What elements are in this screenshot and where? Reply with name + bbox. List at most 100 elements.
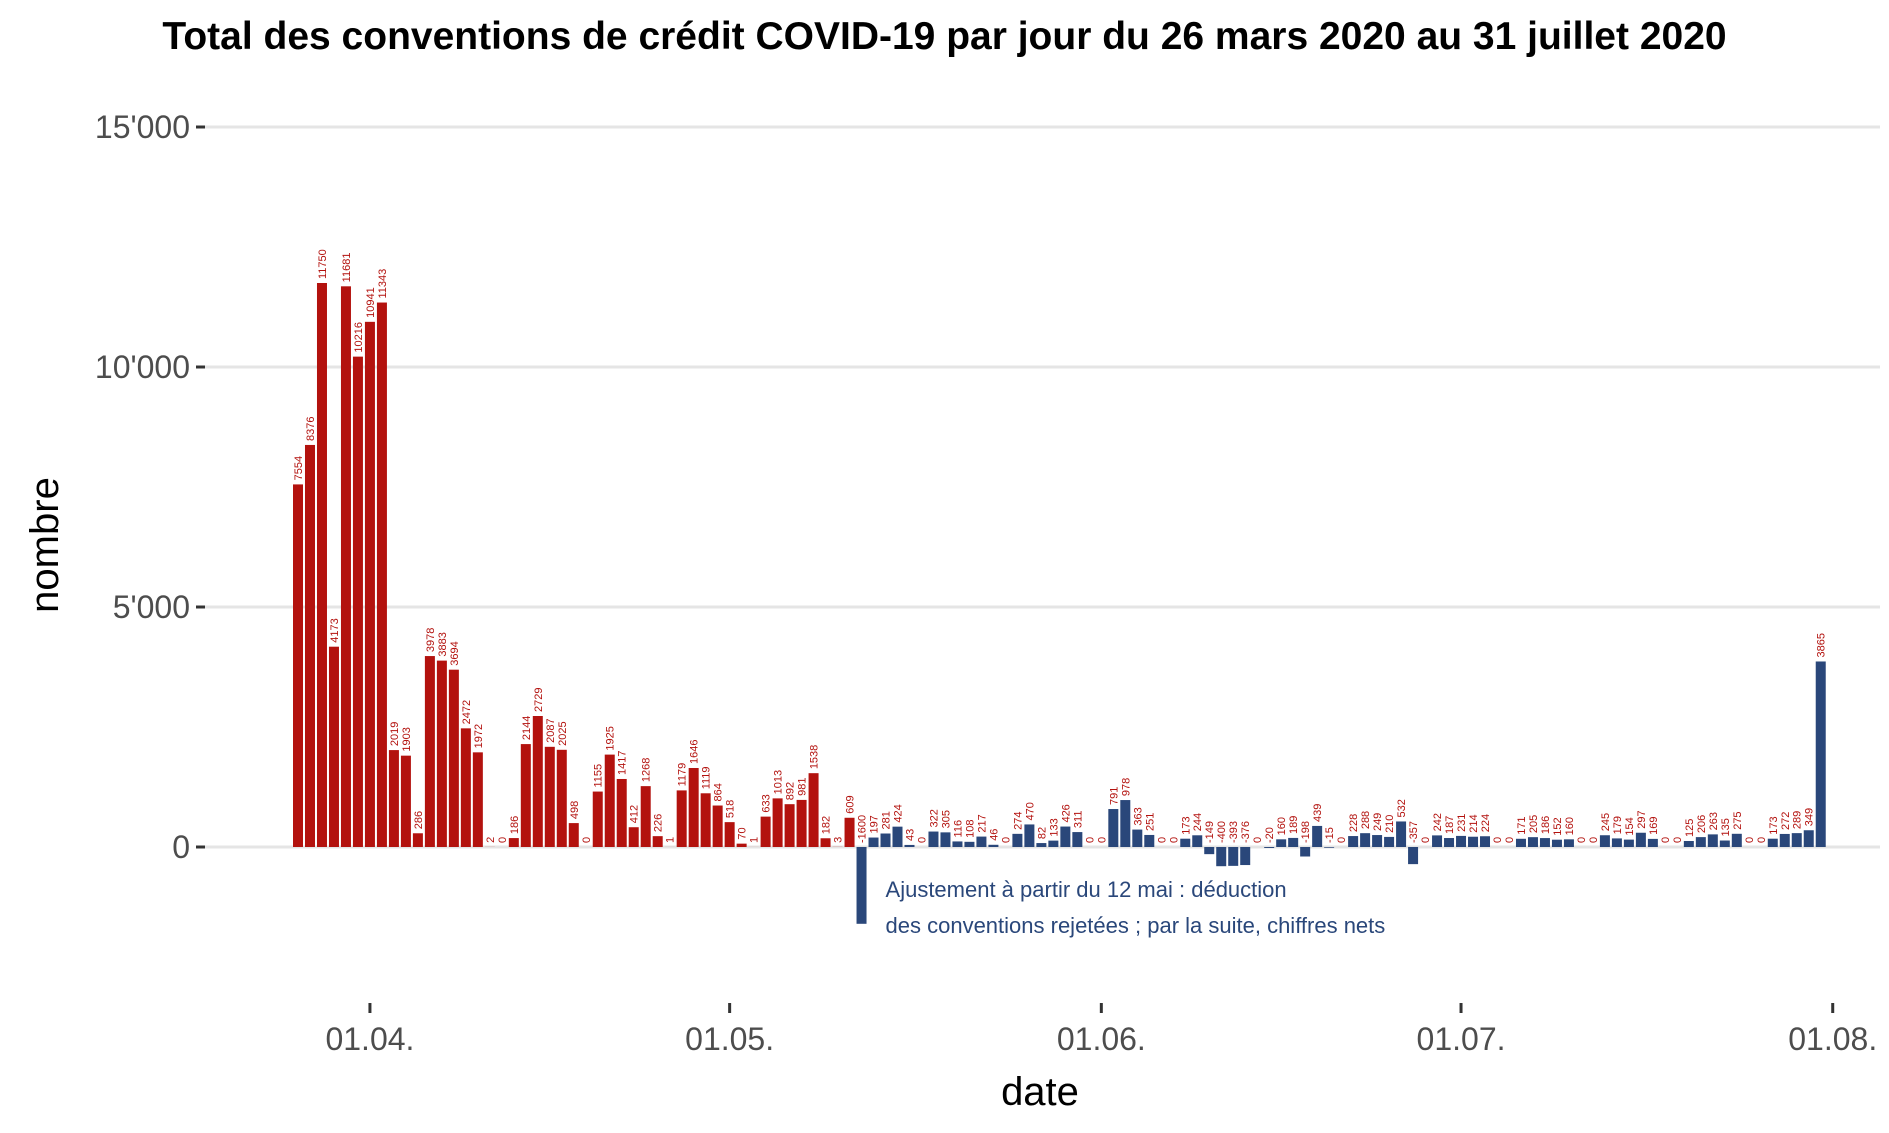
bar-value-label: 3978 xyxy=(425,628,437,652)
bar xyxy=(1240,847,1251,866)
bar-value-label: 1 xyxy=(749,837,761,843)
bar xyxy=(1551,839,1562,847)
bar-value-label: 173 xyxy=(1768,816,1780,834)
bar-value-label: 0 xyxy=(1000,837,1012,843)
bar-value-label: 82 xyxy=(1036,827,1048,839)
bar-value-label: 288 xyxy=(1360,811,1372,829)
bar-value-label: 154 xyxy=(1624,817,1636,835)
bar-value-label: 226 xyxy=(653,814,665,832)
bar-value-label: 426 xyxy=(1060,804,1072,822)
bar xyxy=(532,716,543,847)
bar xyxy=(448,669,459,847)
bar-value-label: 791 xyxy=(1108,787,1120,805)
annotation: Ajustement à partir du 12 mai : déductio… xyxy=(886,877,1386,938)
bar-value-label: 186 xyxy=(1540,816,1552,834)
bar-value-label: 305 xyxy=(940,810,952,828)
bar-value-label: 11681 xyxy=(341,253,353,283)
bar xyxy=(856,847,867,924)
bar-value-label: 0 xyxy=(497,837,509,843)
bar-value-label: 470 xyxy=(1024,802,1036,820)
bar-value-label: 10941 xyxy=(365,287,377,318)
bar-value-label: 11343 xyxy=(377,269,389,299)
bar xyxy=(880,833,891,847)
bar-value-label: -15 xyxy=(1324,827,1336,843)
bar xyxy=(1060,826,1071,847)
bar xyxy=(1563,839,1574,847)
bar xyxy=(1324,847,1335,848)
bar-value-label: 1268 xyxy=(641,758,653,782)
bar-value-label: 0 xyxy=(1756,837,1768,843)
bar-value-label: 297 xyxy=(1636,810,1648,828)
axes: 0 5'000 10'000 15'000 01.04. 01.05. 01.06. 01.0… xyxy=(95,109,1877,1057)
bar-value-label: 0 xyxy=(1168,837,1180,843)
y-tick-label: 5'000 xyxy=(113,589,190,625)
bar xyxy=(952,841,963,847)
bar-value-label: 0 xyxy=(1336,837,1348,843)
bar-value-label: 0 xyxy=(1084,837,1096,843)
bar-value-label: 179 xyxy=(1612,816,1624,834)
bar-value-label: 532 xyxy=(1396,799,1408,817)
bar xyxy=(388,750,399,847)
bar-value-label: 363 xyxy=(1132,807,1144,825)
bar-value-label: 46 xyxy=(988,829,1000,841)
bar-value-label: 1119 xyxy=(701,766,713,789)
bar xyxy=(1515,838,1526,847)
bar-value-label: 1925 xyxy=(605,726,617,750)
bar xyxy=(1635,832,1646,847)
bar xyxy=(460,728,471,847)
y-axis-title: nombre xyxy=(23,477,67,613)
bar-value-label: 275 xyxy=(1732,811,1744,829)
bar-value-label: 518 xyxy=(725,800,737,818)
bar xyxy=(1695,837,1706,847)
bar-value-label: 245 xyxy=(1600,813,1612,831)
bar xyxy=(1036,843,1047,847)
bar-value-label: 2019 xyxy=(389,722,401,746)
bar xyxy=(1276,839,1287,847)
bar-value-label: 187 xyxy=(1444,816,1456,834)
bar-value-label: 2144 xyxy=(521,716,533,740)
bar-value-label: -376 xyxy=(1240,821,1252,843)
bar-value-label: 4173 xyxy=(329,618,341,642)
bar-value-label: 311 xyxy=(1072,811,1084,829)
bar-value-label: 0 xyxy=(1252,837,1264,843)
bar-value-label: 0 xyxy=(1420,837,1432,843)
bar-value-label: 349 xyxy=(1804,808,1816,826)
bar xyxy=(1623,839,1634,847)
bar-value-label: 498 xyxy=(569,801,581,819)
bar xyxy=(304,444,315,847)
bar xyxy=(928,831,939,847)
bar xyxy=(1408,847,1419,865)
bar-value-label: 864 xyxy=(713,783,725,801)
bar xyxy=(340,286,351,847)
bar-value-label: 206 xyxy=(1696,815,1708,833)
bar xyxy=(1791,833,1802,847)
bar xyxy=(724,822,735,847)
bar xyxy=(316,283,327,847)
bar-value-label: 0 xyxy=(1672,837,1684,843)
bar-value-label: 2729 xyxy=(533,688,545,712)
bar xyxy=(1539,838,1550,847)
bar-value-label: 205 xyxy=(1528,815,1540,833)
bar xyxy=(1108,809,1119,847)
bar xyxy=(1707,834,1718,847)
bar-labels: 7554837611750417311681102161094111343201… xyxy=(293,249,1828,843)
x-tick-label: 01.07. xyxy=(1417,1021,1506,1057)
bar xyxy=(1779,833,1790,847)
bar-value-label: 0 xyxy=(1660,837,1672,843)
bar xyxy=(1312,825,1323,847)
bar-value-label: -400 xyxy=(1216,821,1228,843)
bar-value-label: 263 xyxy=(1708,812,1720,830)
bar-value-label: 3883 xyxy=(437,632,449,656)
bar-value-label: 152 xyxy=(1552,817,1564,835)
bar xyxy=(544,746,555,847)
bar xyxy=(964,841,975,847)
bar-value-label: 214 xyxy=(1468,814,1480,832)
bar xyxy=(1815,661,1826,847)
y-tick-label: 15'000 xyxy=(95,109,190,145)
bar-value-label: 1013 xyxy=(773,770,785,794)
bar-value-label: 171 xyxy=(1516,816,1528,834)
bar-value-label: 0 xyxy=(1096,837,1108,843)
bar-value-label: 289 xyxy=(1792,811,1804,829)
bar-value-label: 133 xyxy=(1048,818,1060,836)
bar-value-label: 1972 xyxy=(473,724,485,748)
